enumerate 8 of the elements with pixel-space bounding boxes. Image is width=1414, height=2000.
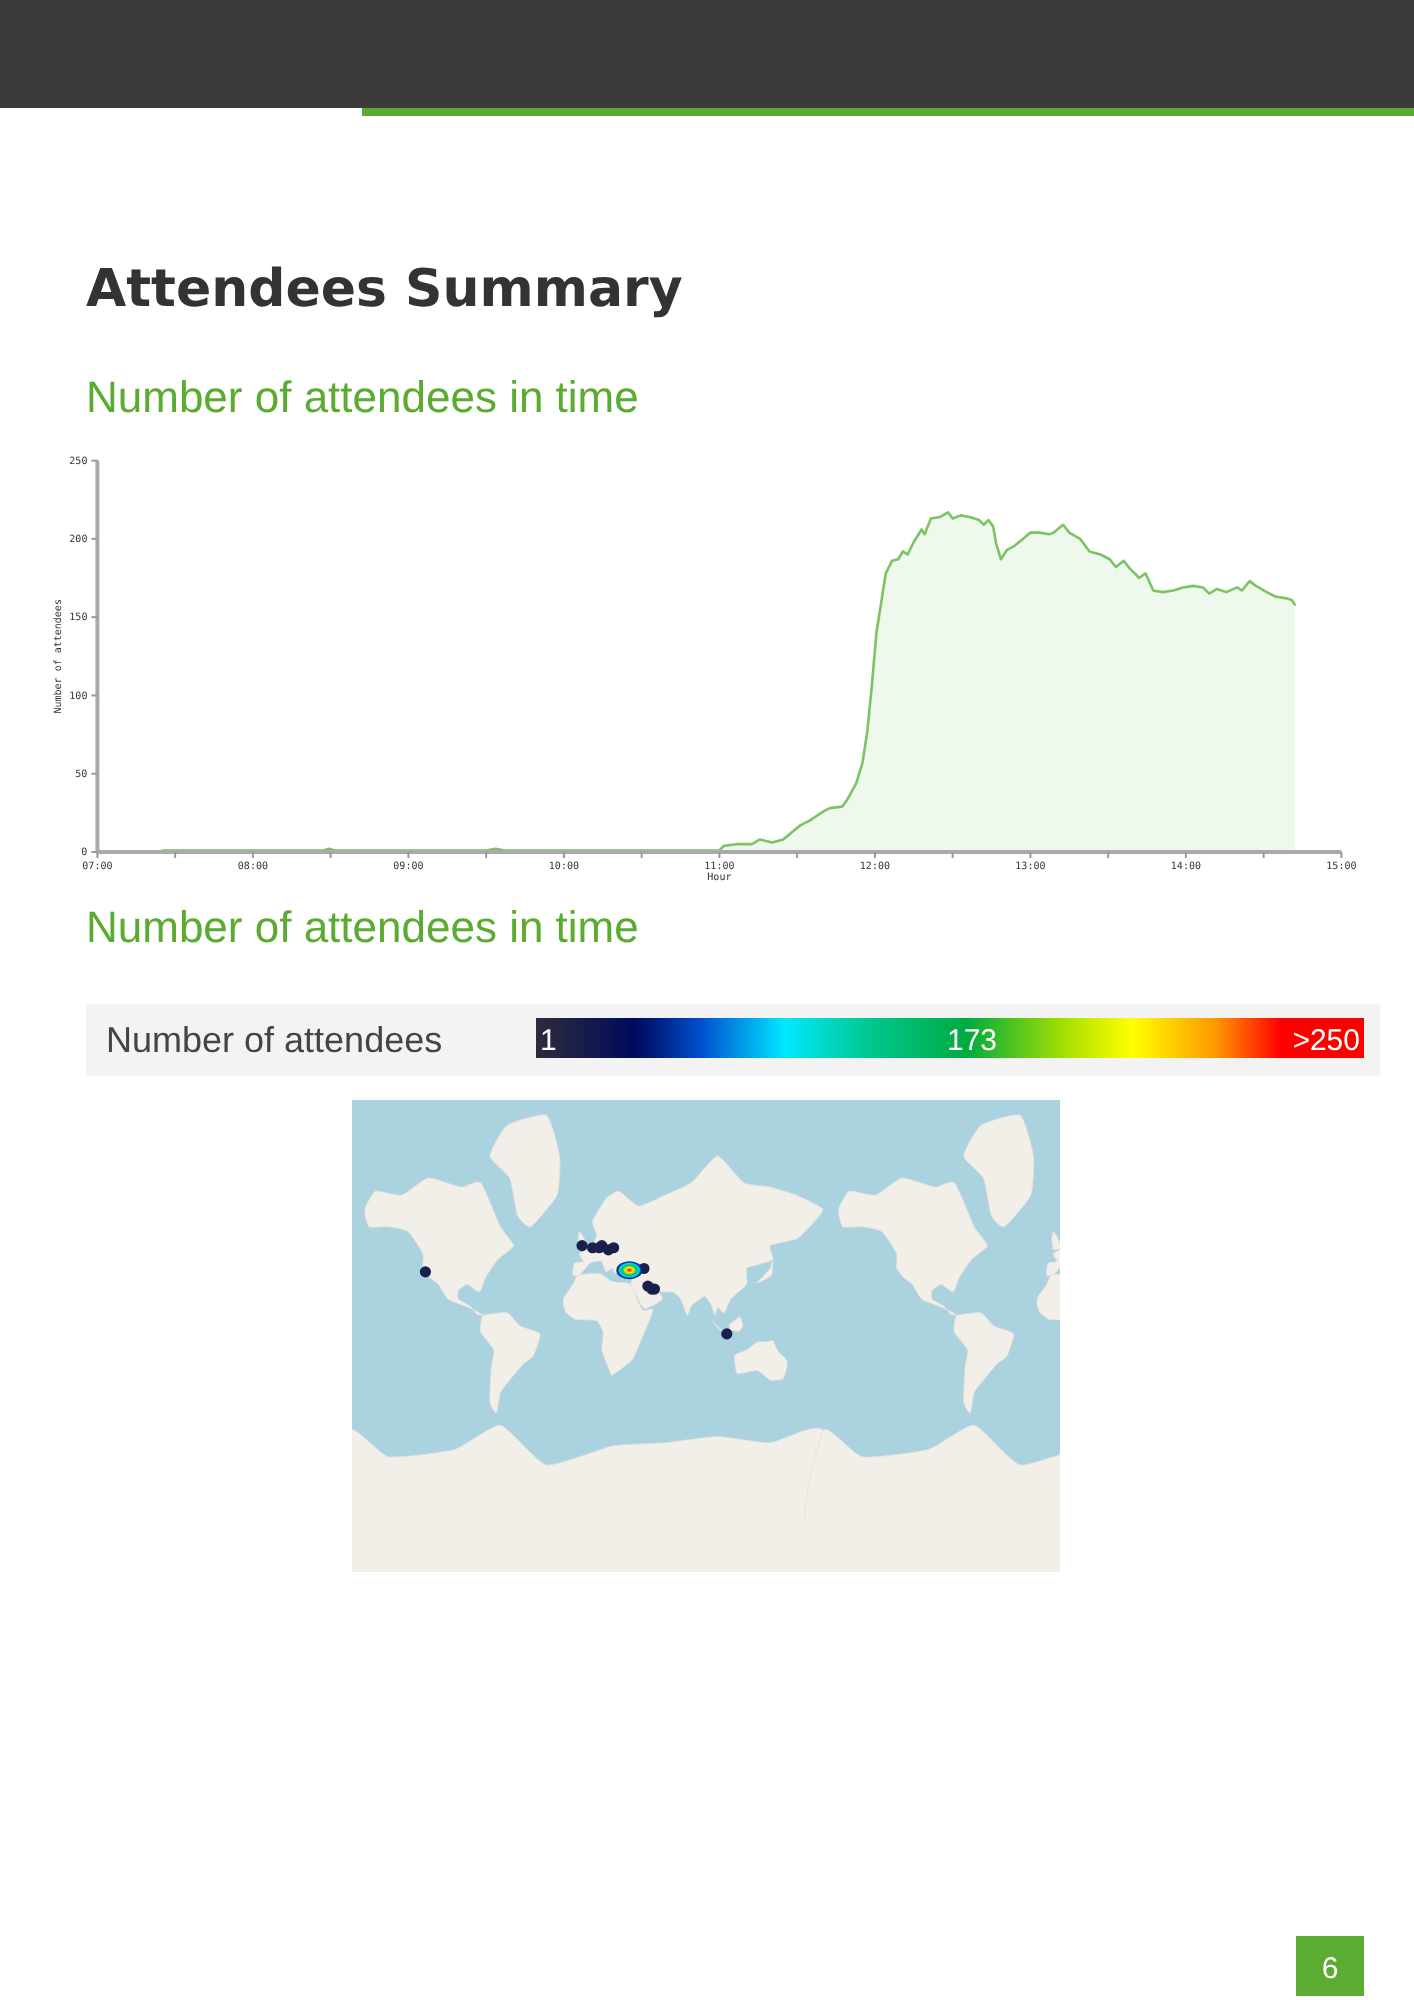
- chart-title: Attendees Summary: [86, 260, 683, 320]
- text: 6: [1321, 1952, 1339, 1986]
- color-bar-title: Number of attendees: [106, 1020, 443, 1060]
- text: >250: [1292, 1024, 1360, 1058]
- text: Number of attendees in time: [86, 902, 639, 952]
- text: 1: [540, 1024, 557, 1058]
- chart-subtitle: Number of attendees in time: [86, 372, 639, 422]
- text: 173: [946, 1024, 998, 1058]
